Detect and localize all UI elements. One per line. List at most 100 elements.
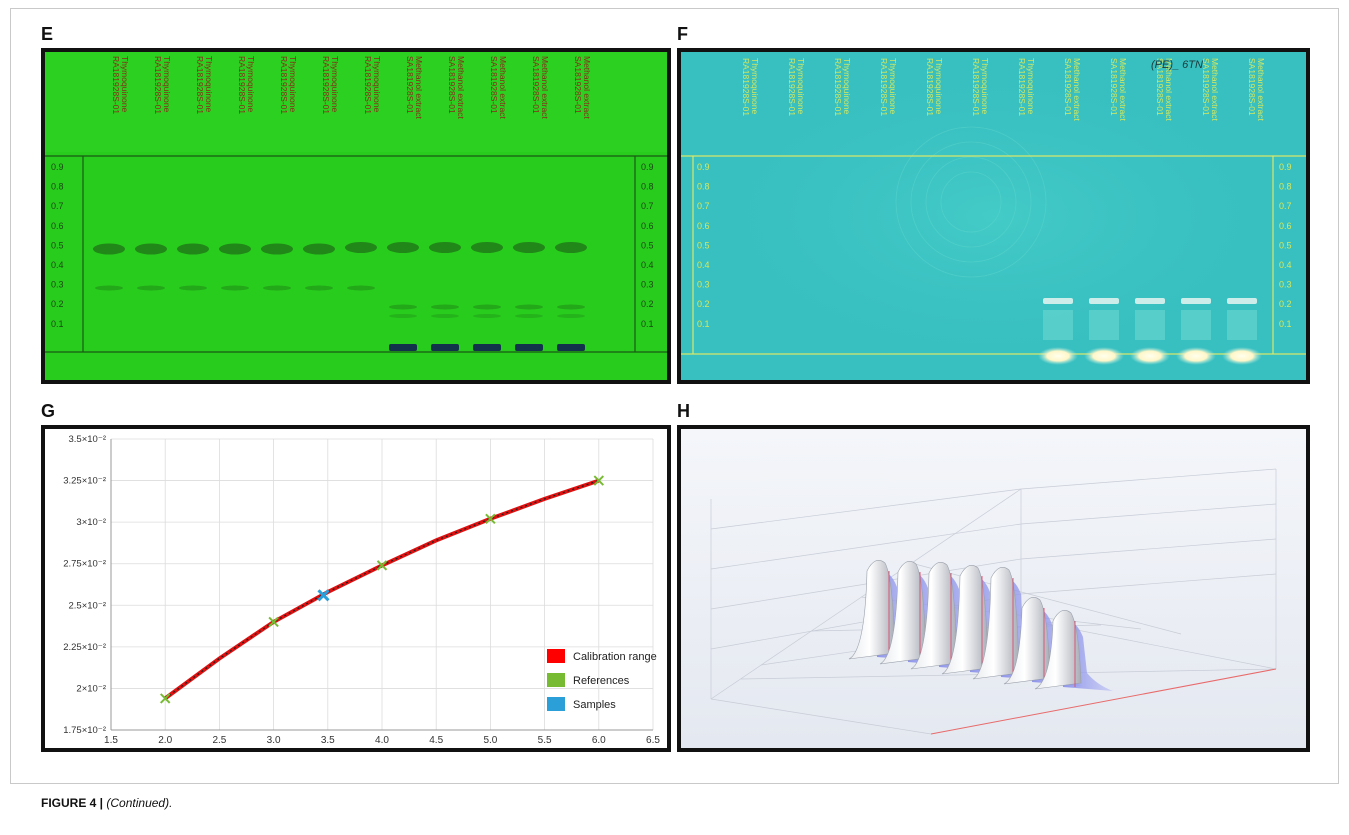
x-tick-label: 2.5 [212, 735, 226, 746]
tlc-faint-band [179, 285, 207, 291]
right-rf-tick: 0.5 [1279, 240, 1292, 250]
lane-id: SA181928S-01 [1155, 58, 1165, 116]
right-rf-tick: 0.8 [1279, 182, 1292, 192]
lane-compound: Thymoquinone [204, 56, 214, 113]
tlc-faint-band [389, 304, 417, 310]
chart-legend: Calibration range References Samples [547, 649, 657, 711]
lane-compound: Thymoquinone [1026, 58, 1036, 115]
left-rf-tick: 0.8 [51, 182, 64, 192]
right-rf-tick: 0.9 [641, 162, 654, 172]
x-tick-label: 3.5 [321, 735, 335, 746]
reference-point [159, 693, 171, 704]
figure-caption: FIGURE 4 | (Continued). [41, 796, 172, 810]
caption-label: FIGURE 4 | [41, 796, 104, 810]
lane-id: SA181928S-01 [447, 56, 457, 114]
tlc-band [177, 243, 209, 255]
lane-id: SA181928S-01 [1063, 58, 1073, 116]
lane-id: RA181928S-01 [833, 58, 843, 116]
lane-compound: Thymoquinone [288, 56, 298, 113]
panel-letter-g: G [41, 401, 56, 421]
right-rf-tick: 0.3 [1279, 280, 1292, 290]
lane-compound: Methanol extract [1256, 58, 1266, 121]
y-tick-label: 2.25×10⁻² [63, 642, 106, 653]
lane-compound: Thymoquinone [162, 56, 172, 113]
lane-label: SA181928S-01 Methanol extract [405, 56, 424, 119]
left-rf-tick: 0.4 [51, 260, 64, 270]
left-rf-tick: 0.5 [51, 240, 64, 250]
lane-id: RA181928S-01 [195, 56, 205, 114]
x-tick-label: 4.0 [375, 735, 389, 746]
lane-id: RA181928S-01 [321, 56, 331, 114]
tlc-streak [1043, 310, 1073, 340]
legend-label: References [573, 675, 630, 687]
right-rf-tick: 0.1 [641, 319, 654, 329]
lane-label: RA181928S-01 Thymoquinone [111, 56, 130, 114]
densitogram-peak [972, 567, 1051, 681]
tlc-plate-uv254: RA181928S-01 Thymoquinone RA181928S-01 Thym… [41, 48, 671, 384]
lane-label: RA181928S-01 Thymoquinone [195, 56, 214, 114]
left-rf-tick: 0.3 [51, 280, 64, 290]
reference-point [485, 513, 496, 525]
reference-point [376, 560, 388, 571]
lane-id: RA181928S-01 [879, 58, 889, 116]
densitogram-peak [1034, 610, 1113, 691]
tlc-origin-spot [515, 344, 543, 351]
tlc-streak [1227, 310, 1257, 340]
tlc-origin-spot [389, 344, 417, 351]
densitogram-peak [879, 561, 958, 666]
tlc-band [555, 242, 587, 253]
lane-compound: Thymoquinone [934, 58, 944, 115]
tlc-faint-band [263, 285, 291, 291]
lane-compound: Thymoquinone [750, 58, 760, 115]
x-tick-label: 6.5 [646, 735, 660, 746]
reference-point [268, 616, 279, 628]
tlc-band [471, 242, 503, 253]
tlc-origin-spot [1038, 347, 1078, 365]
lane-id: RA181928S-01 [925, 58, 935, 116]
x-tick-label: 4.5 [429, 735, 443, 746]
densitogram-peak [910, 562, 989, 671]
left-rf-tick: 0.7 [51, 201, 64, 211]
lane-label: RA181928S-01 Thymoquinone [741, 58, 760, 116]
densitogram-peak [941, 565, 1020, 676]
left-rf-tick: 0.9 [697, 162, 710, 172]
tlc-origin-spot [1222, 347, 1262, 365]
lane-compound: Thymoquinone [330, 56, 340, 113]
left-rf-tick: 0.9 [51, 162, 64, 172]
left-rf-tick: 0.6 [697, 221, 710, 231]
right-rf-tick: 0.8 [641, 182, 654, 192]
calibration-chart: 1.75×10⁻² 2×10⁻² 2.25×10⁻² 2.5×10⁻² 2.75×10⁻… [63, 434, 660, 746]
lane-id: SA181928S-01 [489, 56, 499, 114]
right-rf-tick: 0.3 [641, 280, 654, 290]
lane-compound: Methanol extract [1164, 58, 1174, 121]
lane-id: RA181928S-01 [279, 56, 289, 114]
lane-label: RA181928S-01 Thymoquinone [279, 56, 298, 114]
tlc-band [1227, 298, 1257, 304]
lane-label: SA181928S-01 Methanol extract [573, 56, 592, 119]
right-rf-tick: 0.2 [1279, 299, 1292, 309]
tlc-origin-spot [1176, 347, 1216, 365]
tlc-band [135, 243, 167, 255]
tlc-streak [1181, 310, 1211, 340]
tlc-band [1089, 298, 1119, 304]
tlc-streak [1089, 310, 1119, 340]
tlc-faint-band [557, 314, 585, 318]
tlc-band [261, 243, 293, 255]
tlc-faint-band [137, 285, 165, 291]
right-rf-tick: 0.7 [641, 201, 654, 211]
panel-letter-e: E [41, 24, 54, 44]
right-rf-tick: 0.9 [1279, 162, 1292, 172]
sample-point [317, 589, 330, 602]
tlc-origin-spot [1130, 347, 1170, 365]
right-rf-tick: 0.5 [641, 240, 654, 250]
lane-label: RA181928S-01 Thymoquinone [971, 58, 990, 116]
right-rf-tick: 0.4 [1279, 260, 1292, 270]
right-rf-tick: 0.6 [641, 221, 654, 231]
densitogram-peak [848, 560, 927, 661]
tlc-band [1043, 298, 1073, 304]
lane-compound: Methanol extract [1072, 58, 1082, 121]
calibration-chart-panel: 1.75×10⁻² 2×10⁻² 2.25×10⁻² 2.5×10⁻² 2.75×10⁻… [41, 425, 671, 752]
lane-compound: Methanol extract [582, 56, 592, 119]
densitogram-3d-image [681, 429, 1306, 748]
tlc-band [429, 242, 461, 253]
